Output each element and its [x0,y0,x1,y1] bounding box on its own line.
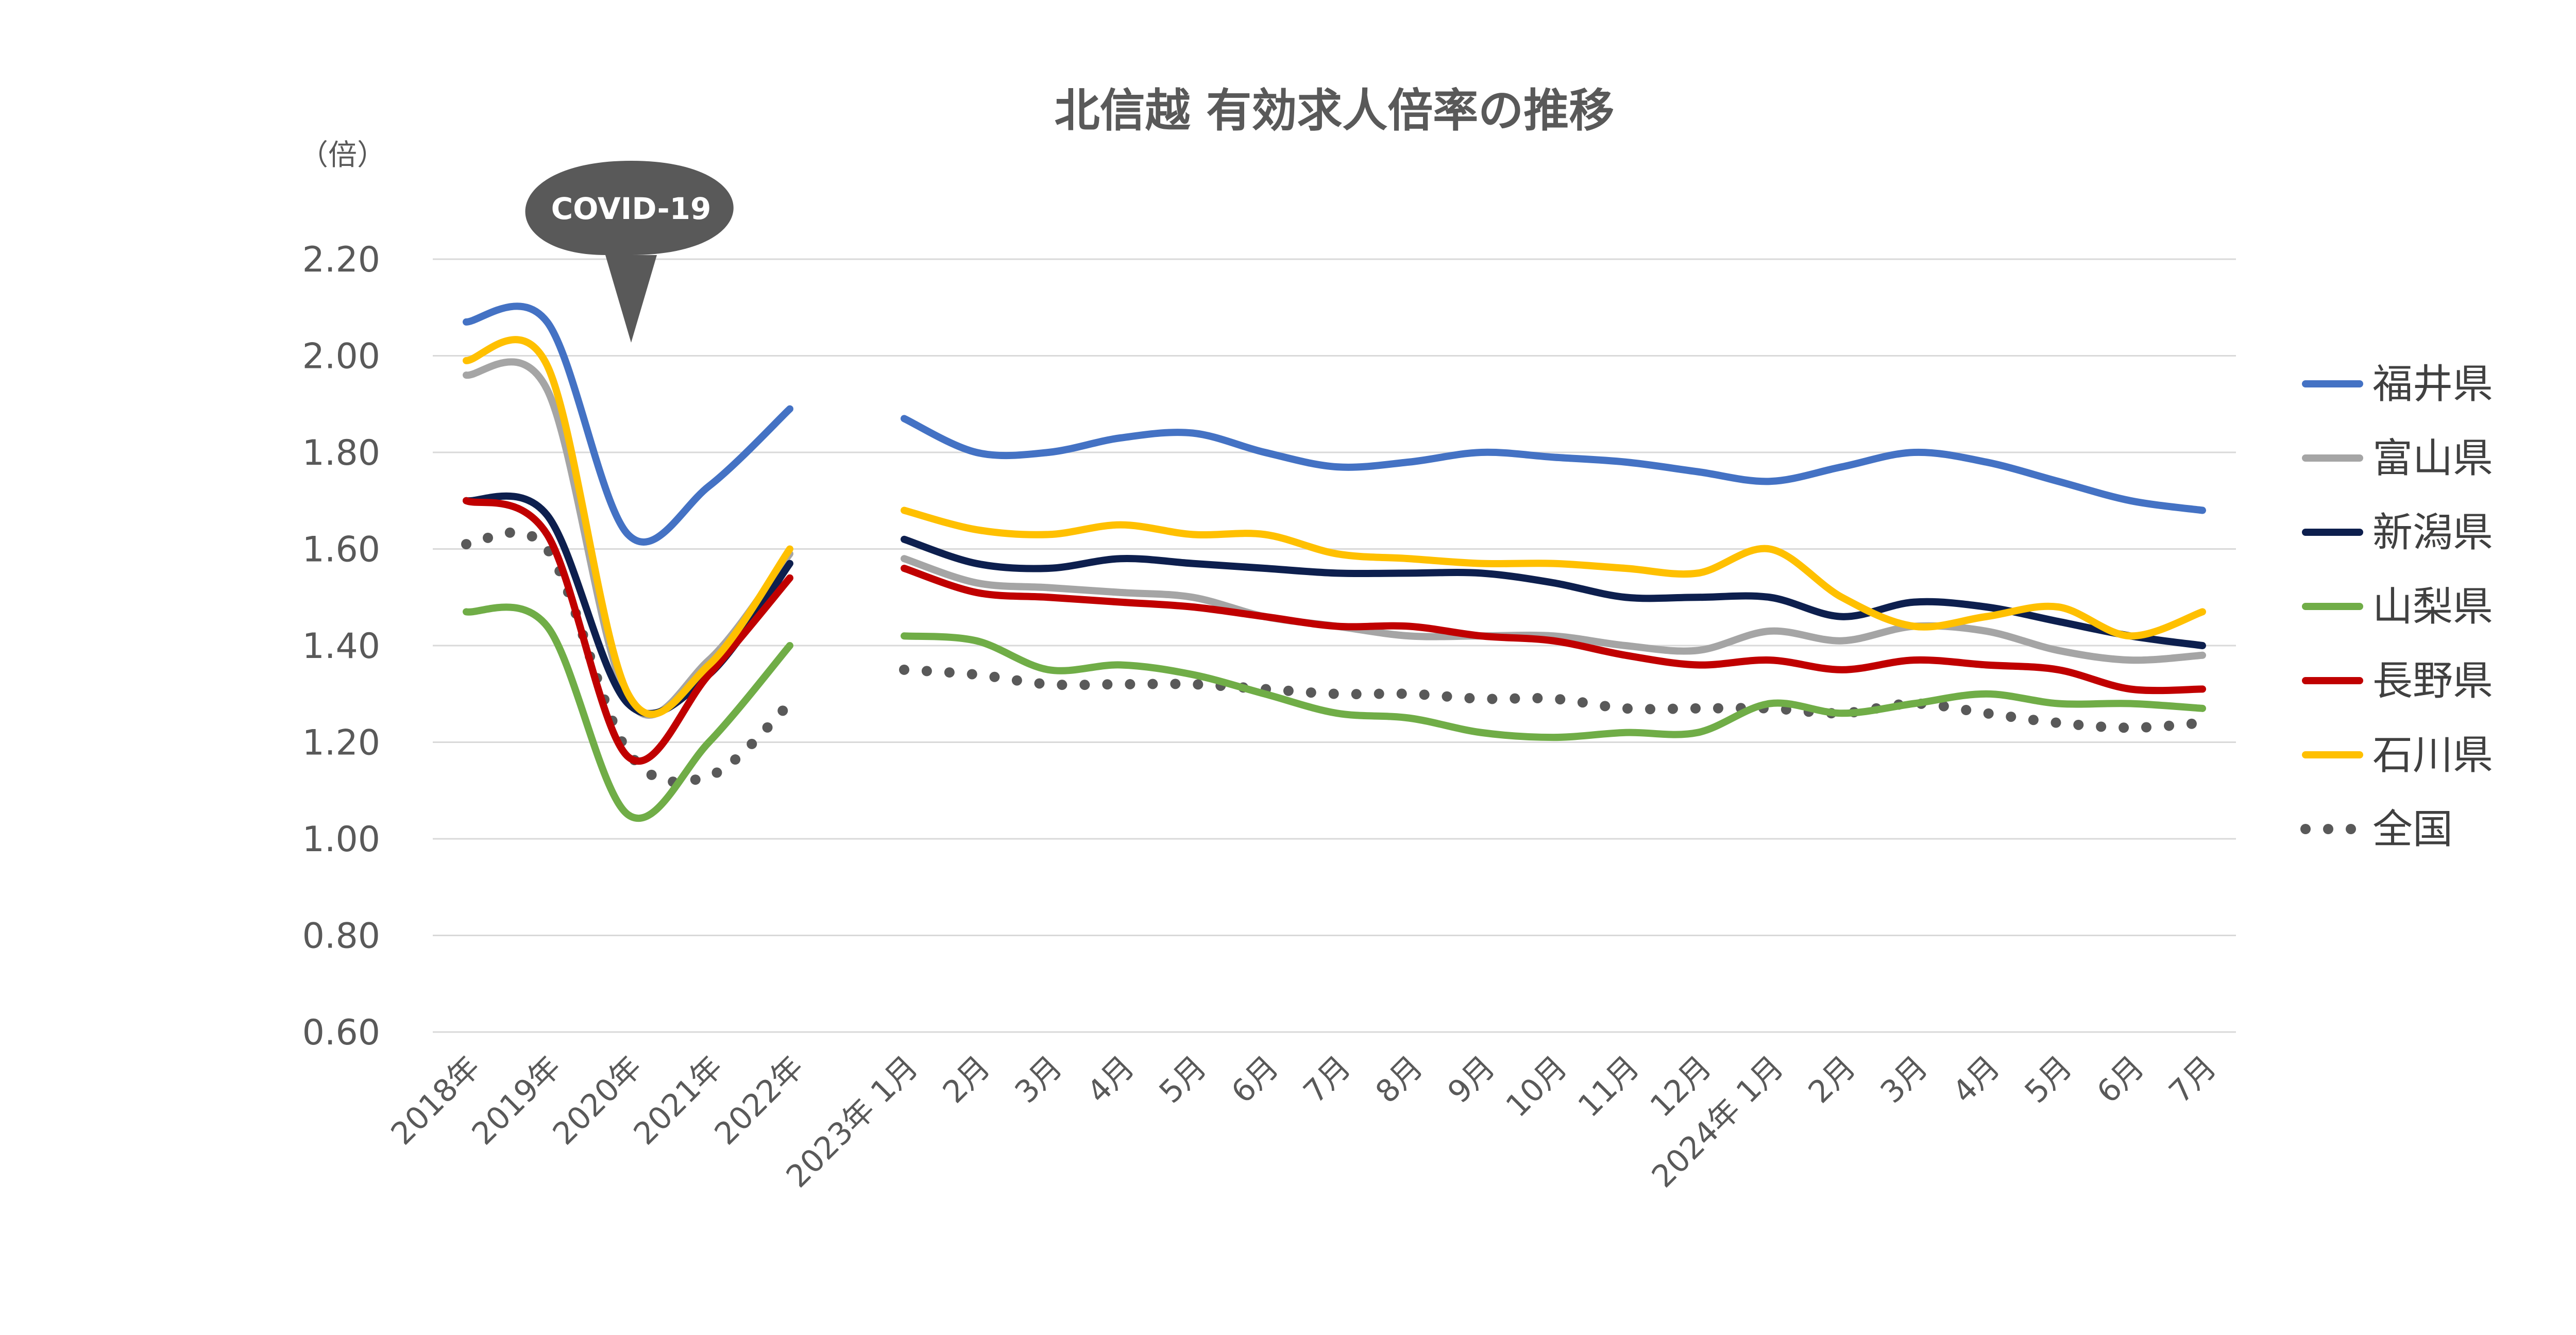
y-axis-ticks: 0.60 0.80 1.00 1.20 1.40 1.60 1.80 2.00 2.20 [302,240,380,1053]
x-tick-label: 2月 [936,1049,997,1110]
callout-label: COVID-19 [551,191,711,226]
x-tick-label: 2018年 [384,1049,487,1152]
series-4-annual-segment [463,497,793,765]
y-tick-label: 0.80 [302,916,380,957]
legend-item: 長野県 [2302,658,2493,704]
series-1-monthly-segment [901,555,2206,664]
y-tick-label: 1.80 [302,433,380,474]
x-tick-label: 7月 [2162,1049,2224,1110]
y-tick-label: 2.00 [302,336,380,377]
x-tick-label: 2022年 [708,1049,811,1152]
legend-label: 福井県 [2372,361,2493,408]
series-4-monthly-segment [901,565,2206,695]
x-tick-label: 2020年 [546,1049,649,1152]
y-tick-label: 1.40 [302,626,380,667]
series-3-line [463,603,2206,822]
x-tick-label: 9月 [1441,1049,1502,1110]
series-5-line [463,336,2206,718]
x-tick-label: 3月 [1874,1049,1935,1110]
series-3-monthly-segment [901,632,2206,741]
series-0-monthly-segment [901,415,2206,514]
legend-item: 石川県 [2302,732,2493,779]
series-3-annual-segment [463,603,793,822]
x-tick-label: 2月 [1802,1049,1863,1110]
x-tick-label: 11月 [1571,1049,1647,1124]
series-2-monthly-segment [901,535,2206,649]
x-tick-label: 6月 [1225,1049,1286,1110]
y-tick-label: 1.60 [302,530,380,570]
series-6-monthly-segment [899,664,2208,733]
y-tick-label: 2.20 [302,240,380,280]
y-tick-label: 1.20 [302,723,380,764]
series-lines [461,302,2208,822]
legend-item: 富山県 [2302,435,2493,482]
series-5-monthly-segment [901,506,2206,640]
callout-bubble [525,161,734,343]
legend-label: 新潟県 [2372,510,2493,556]
legend-item: 山梨県 [2302,584,2493,630]
series-0-annual-segment [463,302,793,546]
legend-label: 全国 [2372,806,2453,853]
x-tick-label: 10月 [1499,1049,1574,1124]
y-tick-label: 1.00 [302,819,380,860]
x-tick-label: 7月 [1297,1049,1358,1110]
legend-label: 富山県 [2372,435,2493,482]
x-tick-label: 8月 [1369,1049,1430,1110]
chart-title: 北信越 有効求人倍率の推移 [1055,84,1615,137]
series-2-line [463,492,2206,717]
covid-callout: COVID-19 [525,161,734,343]
gridlines [433,258,2236,1033]
y-axis-unit-label: （倍） [299,139,386,172]
legend-label: 山梨県 [2372,584,2493,630]
legend-label: 石川県 [2372,732,2493,779]
series-6-annual-segment [461,527,795,787]
series-4-line [463,497,2206,765]
x-tick-label: 2021年 [627,1049,730,1152]
legend-item: 新潟県 [2302,510,2493,556]
x-tick-label: 4月 [1080,1049,1142,1110]
x-tick-label: 2019年 [465,1049,568,1152]
x-tick-label: 4月 [1946,1049,2007,1110]
y-tick-label: 0.60 [302,1012,380,1053]
x-tick-label: 3月 [1008,1049,1070,1110]
legend-item: 福井県 [2302,361,2493,408]
x-tick-label: 5月 [2018,1049,2079,1110]
legend-item: 全国 [2300,806,2453,853]
series-0-line [463,302,2206,546]
x-tick-label: 6月 [2090,1049,2151,1110]
series-5-annual-segment [463,336,793,718]
legend-label: 長野県 [2372,658,2493,704]
x-tick-label: 5月 [1153,1049,1214,1110]
series-6-line [461,527,2208,787]
